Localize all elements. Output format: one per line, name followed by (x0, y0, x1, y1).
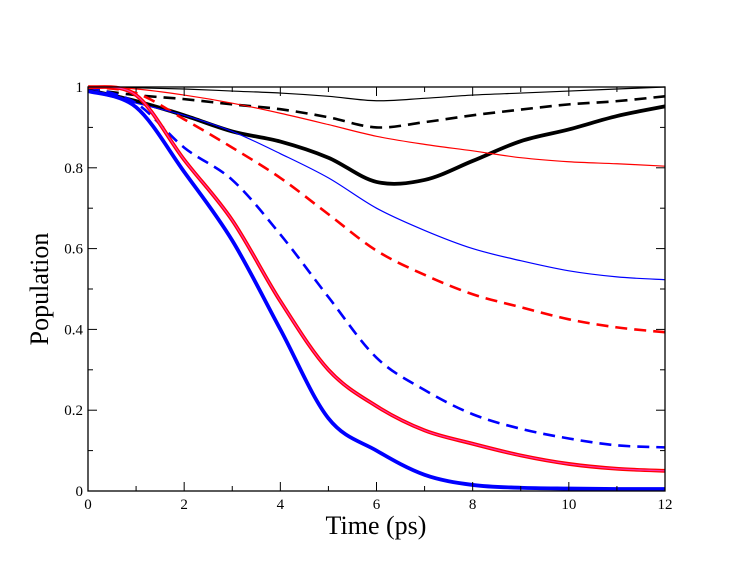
y-axis-label: Population (25, 233, 54, 346)
series-blue-thin (87, 90, 666, 281)
x-tick-label: 6 (373, 497, 381, 513)
x-tick-label: 8 (469, 497, 477, 513)
series-black-dashed (87, 87, 666, 129)
series-red-dashed (87, 85, 666, 334)
x-tick-label: 0 (84, 497, 92, 513)
series-layer (87, 85, 666, 491)
y-tick-label: 0 (76, 484, 84, 500)
x-tick-label: 2 (180, 497, 188, 513)
series-red-thick (87, 85, 666, 473)
series-blue-dashed (87, 85, 666, 449)
tick-layer: 0 2 4 6 8 10 12 0 0.2 0.4 0.6 0.8 1 (64, 80, 672, 513)
x-tick-label: 4 (277, 497, 285, 513)
y-tick-label: 0.6 (64, 242, 83, 258)
y-tick-label: 0.2 (64, 403, 83, 419)
y-tick-label: 0.8 (64, 161, 83, 177)
x-axis-label: Time (ps) (326, 511, 427, 540)
y-tick-label: 0.4 (64, 322, 83, 338)
x-tick-label: 12 (658, 497, 673, 513)
series-blue-thick (87, 89, 666, 491)
series-red-thick-inner (87, 86, 666, 472)
y-tick-label: 1 (76, 80, 84, 96)
x-tick-label: 10 (561, 497, 576, 513)
